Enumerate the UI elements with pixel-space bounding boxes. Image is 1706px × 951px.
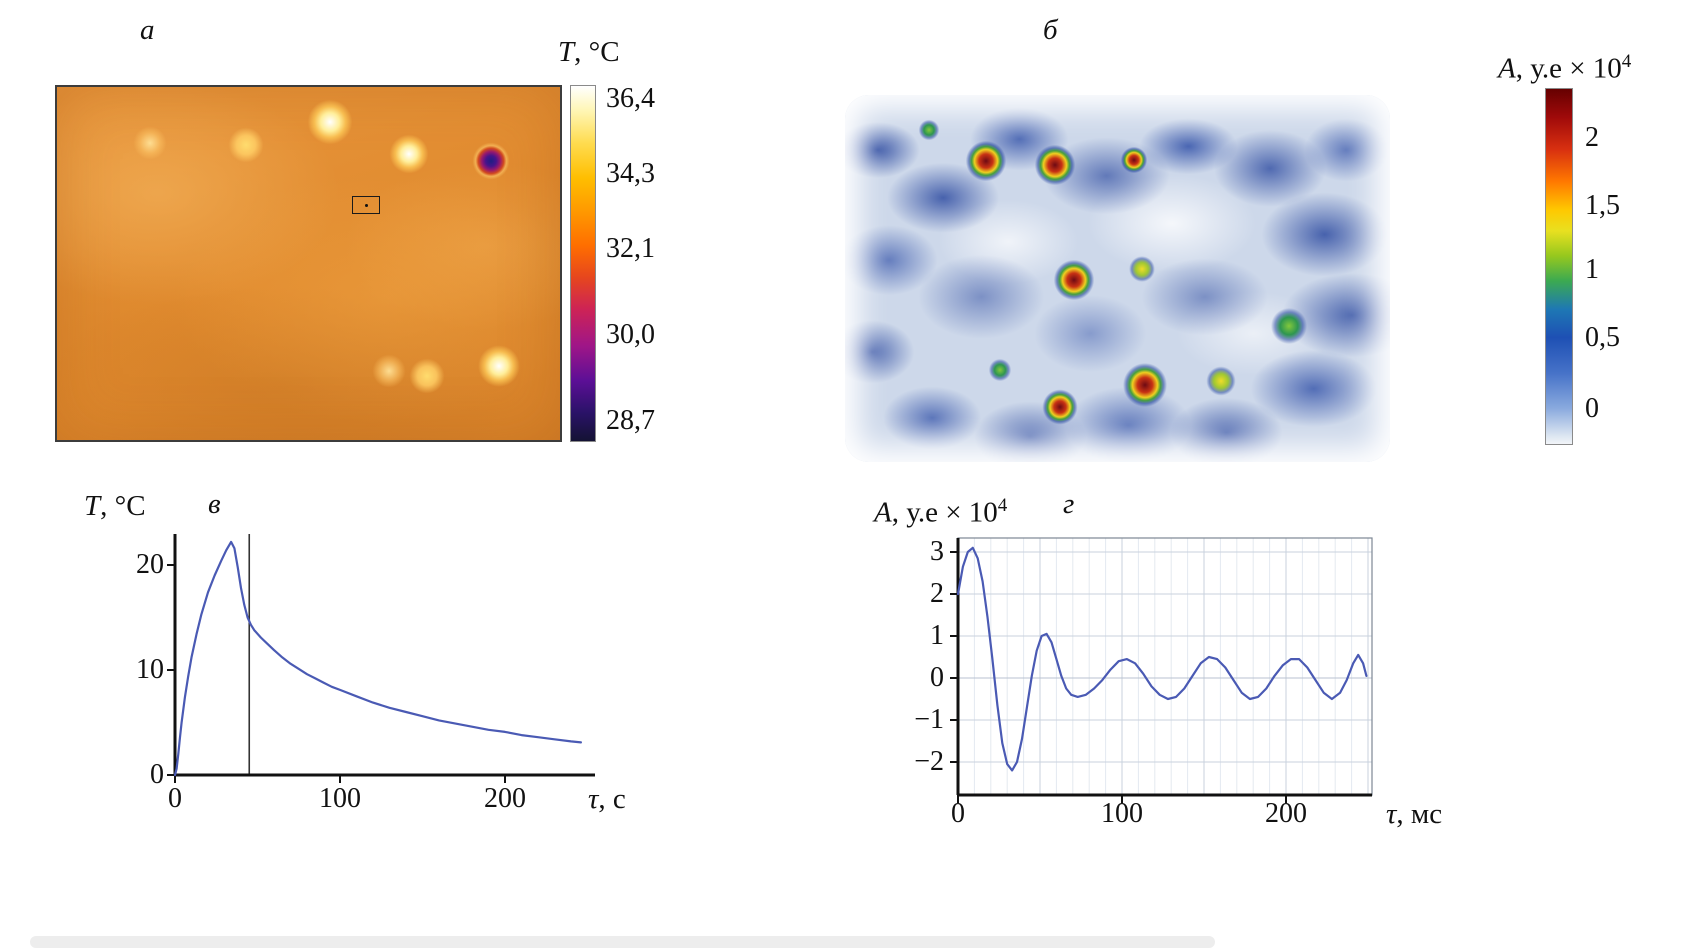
chart-g-xlabel-var: τ xyxy=(1386,798,1397,830)
colorbar-b-tick-2: 1,5 xyxy=(1585,189,1620,221)
colorbar-b: 2 1,5 1 0,5 0 xyxy=(1545,88,1620,445)
colorbar-b-tick-5: 0 xyxy=(1585,393,1599,425)
page-artifact-strip xyxy=(30,936,1215,948)
panel-label-b: б xyxy=(1043,14,1058,46)
colorbar-b-title-var: A xyxy=(1498,52,1516,85)
chart-g-xlabel-unit: , мс xyxy=(1396,798,1443,830)
colorbar-b-tick-4: 0,5 xyxy=(1585,321,1620,353)
colorbar-a-gradient xyxy=(570,85,596,442)
panel-label-a: а xyxy=(140,14,155,46)
heat-spot xyxy=(1204,364,1239,399)
amplitude-panel-b xyxy=(845,95,1390,462)
heat-spot xyxy=(1031,141,1078,188)
heat-spot xyxy=(299,91,362,154)
heat-spot xyxy=(917,117,942,142)
chart-v-xlabel-var: τ xyxy=(588,783,599,815)
colorbar-b-title-exponent: 4 xyxy=(1621,51,1632,72)
chart-g-ytick-2: 2 xyxy=(930,578,944,609)
thermogram-panel-a xyxy=(55,85,562,442)
panel-label-g: г xyxy=(1063,488,1075,520)
chart-g-ylabel: A, у.е × 104 xyxy=(874,490,1007,529)
chart-v-ylabel-var: T xyxy=(84,490,101,522)
chart-g-ylabel-var: A xyxy=(874,496,892,529)
line-chart-g xyxy=(950,537,1373,803)
colorbar-b-title: A, у.е × 104 xyxy=(1498,46,1631,85)
colorbar-a-title: T, °C xyxy=(558,36,620,68)
heat-spot xyxy=(1040,386,1081,427)
chart-g-ytick-1: 1 xyxy=(930,620,944,651)
chart-v-xlabel: τ, с xyxy=(588,783,626,815)
heat-spot xyxy=(127,120,174,167)
chart-v-xtick-200: 200 xyxy=(484,783,526,814)
heat-spot xyxy=(1050,257,1097,304)
chart-v-xtick-100: 100 xyxy=(319,783,361,814)
chart-g-xtick-100: 100 xyxy=(1101,798,1143,829)
chart-v-ytick-0: 0 xyxy=(150,759,164,790)
colorbar-a: 36,4 34,3 32,1 30,0 28,7 xyxy=(570,84,655,442)
chart-v-ylabel: T, °C xyxy=(84,490,146,522)
colorbar-a-tick-5: 28,7 xyxy=(606,404,655,436)
chart-v-xtick-0: 0 xyxy=(168,783,182,814)
chart-g-ytick-m1: −1 xyxy=(914,704,944,735)
colorbar-a-tick-1: 36,4 xyxy=(606,83,655,115)
chart-g-xtick-200: 200 xyxy=(1265,798,1307,829)
chart-v-ytick-20: 20 xyxy=(136,549,164,580)
chart-v-xlabel-unit: , с xyxy=(598,783,626,815)
colorbar-b-tick-1: 2 xyxy=(1585,121,1599,153)
heat-spot xyxy=(382,127,437,182)
heat-spot xyxy=(962,138,1009,185)
colorbar-a-title-unit: , °C xyxy=(574,36,620,68)
heat-spot xyxy=(220,120,271,171)
heat-spot xyxy=(401,351,452,402)
chart-v-ylabel-unit: , °C xyxy=(100,490,146,522)
chart-g-ytick-m2: −2 xyxy=(914,746,944,777)
chart-g-xtick-0: 0 xyxy=(951,798,965,829)
colorbar-a-tick-3: 32,1 xyxy=(606,233,655,265)
chart-g-ytick-3: 3 xyxy=(930,536,944,567)
colorbar-b-gradient xyxy=(1545,88,1573,445)
colorbar-a-tick-2: 34,3 xyxy=(606,158,655,190)
line-chart-v xyxy=(167,534,595,783)
colorbar-a-tick-4: 30,0 xyxy=(606,318,655,350)
heat-spot xyxy=(469,336,528,395)
roi-marker-rect xyxy=(352,196,381,215)
chart-g-ylabel-exponent: 4 xyxy=(997,495,1008,516)
chart-g-xlabel: τ, мс xyxy=(1386,798,1442,830)
heat-spot xyxy=(1119,359,1170,410)
heat-spot xyxy=(1118,145,1149,176)
colorbar-a-title-var: T xyxy=(558,36,575,68)
panel-label-v: в xyxy=(208,488,221,520)
chart-g-ylabel-unit: , у.е × 10 xyxy=(891,496,998,529)
colorbar-b-tick-3: 1 xyxy=(1585,254,1599,286)
heat-spot xyxy=(1268,305,1311,348)
heat-spot xyxy=(468,139,513,184)
chart-g-ytick-0: 0 xyxy=(930,662,944,693)
heat-spot xyxy=(1127,254,1158,285)
chart-v-ytick-10: 10 xyxy=(136,654,164,685)
roi-marker-dot xyxy=(364,203,368,207)
colorbar-b-title-unit: , у.е × 10 xyxy=(1515,52,1622,85)
heat-spot xyxy=(987,357,1014,384)
